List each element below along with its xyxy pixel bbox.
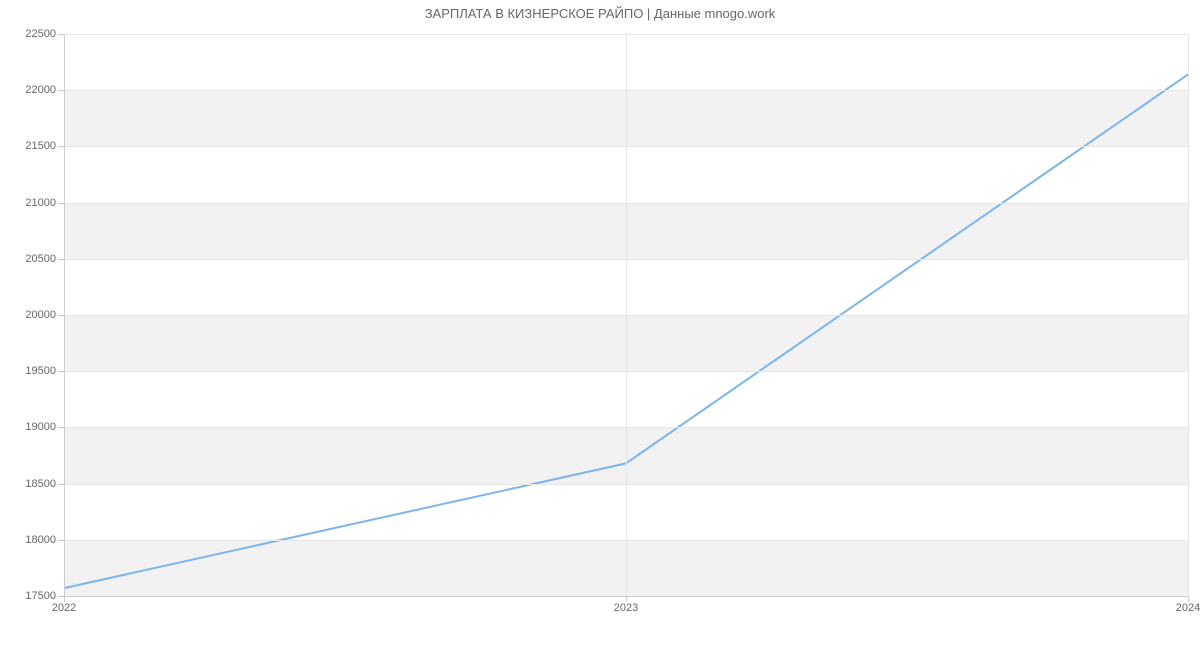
y-tick-label: 20000 (25, 309, 64, 321)
y-tick-label: 20500 (25, 253, 64, 265)
y-tick-label: 19500 (25, 365, 64, 377)
y-tick-label: 22500 (25, 28, 64, 40)
y-tick-label: 21500 (25, 140, 64, 152)
y-tick-label: 19000 (25, 421, 64, 433)
chart-title: ЗАРПЛАТА В КИЗНЕРСКОЕ РАЙПО | Данные mno… (0, 6, 1200, 21)
x-gridline (626, 34, 627, 596)
y-axis-line (64, 34, 65, 596)
x-axis-line (64, 596, 1188, 597)
y-tick-label: 22000 (25, 84, 64, 96)
x-gridline (1188, 34, 1189, 596)
plot-area: 1750018000185001900019500200002050021000… (64, 34, 1188, 596)
y-tick-label: 18000 (25, 534, 64, 546)
y-tick-label: 18500 (25, 478, 64, 490)
x-tick-label: 2024 (1176, 596, 1200, 614)
x-tick-label: 2023 (614, 596, 638, 614)
x-tick-label: 2022 (52, 596, 76, 614)
y-tick-label: 21000 (25, 197, 64, 209)
salary-line-chart: ЗАРПЛАТА В КИЗНЕРСКОЕ РАЙПО | Данные mno… (0, 0, 1200, 650)
